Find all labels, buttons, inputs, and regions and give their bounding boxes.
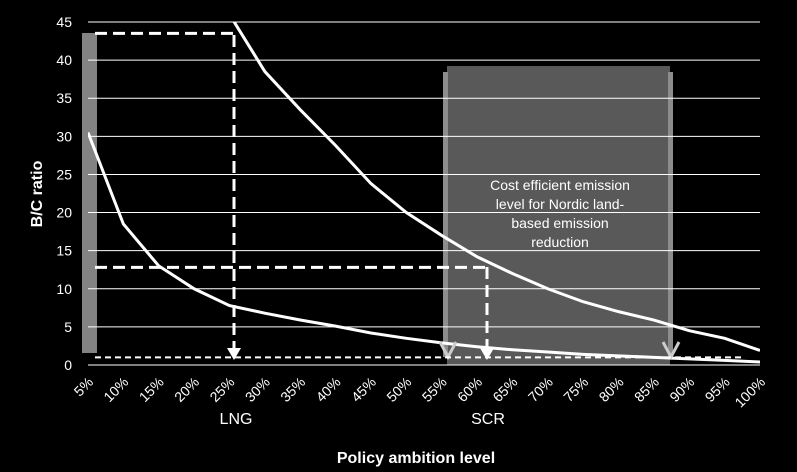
left-band <box>82 33 97 353</box>
arrow-head <box>227 348 241 360</box>
line-series <box>232 22 760 352</box>
x-tick-label: 70% <box>525 374 556 405</box>
x-tick-label: 40% <box>313 374 344 405</box>
x-tick-label: 100% <box>731 374 768 411</box>
x-axis-title: Policy ambition level <box>337 450 495 467</box>
x-tick-label: 10% <box>100 374 131 405</box>
x-tick-label: 20% <box>171 374 202 405</box>
y-tick-label: 40 <box>56 52 72 68</box>
x-tick-label: 90% <box>666 374 697 405</box>
y-tick-label: 0 <box>64 357 72 373</box>
x-tick-label: 85% <box>631 374 662 405</box>
x-tick-label: 50% <box>383 374 414 405</box>
x-tick-label: 95% <box>702 374 733 405</box>
box-edge <box>668 72 673 357</box>
y-tick-label: 30 <box>56 128 72 144</box>
x-tick-label: 25% <box>206 374 237 405</box>
y-tick-label: 5 <box>64 319 72 335</box>
x-tick-label: 65% <box>489 374 520 405</box>
x-tick-label: 60% <box>454 374 485 405</box>
box-edge <box>443 72 448 357</box>
x-tick-label: 15% <box>136 374 167 405</box>
arrow-head <box>480 348 494 360</box>
marker-label: SCR <box>471 411 505 428</box>
x-tick-label: 80% <box>596 374 627 405</box>
x-tick-label: 75% <box>560 374 591 405</box>
x-tick-label: 45% <box>348 374 379 405</box>
x-tick-label: 30% <box>242 374 273 405</box>
y-tick-label: 15 <box>56 243 72 259</box>
x-tick-label: 35% <box>277 374 308 405</box>
y-tick-label: 35 <box>56 90 72 106</box>
marker-label: LNG <box>220 411 253 428</box>
box-text: reduction <box>531 234 589 250</box>
box-text: Cost efficient emission <box>490 177 630 193</box>
x-tick-label: 55% <box>419 374 450 405</box>
y-tick-label: 45 <box>56 14 72 30</box>
y-tick-label: 10 <box>56 281 72 297</box>
y-tick-label: 25 <box>56 166 72 182</box>
box-text: based emission <box>511 215 608 231</box>
y-axis-title: B/C ratio <box>29 160 46 227</box>
x-tick-label: 5% <box>70 374 96 400</box>
box-text: level for Nordic land- <box>496 196 625 212</box>
y-tick-label: 20 <box>56 205 72 221</box>
